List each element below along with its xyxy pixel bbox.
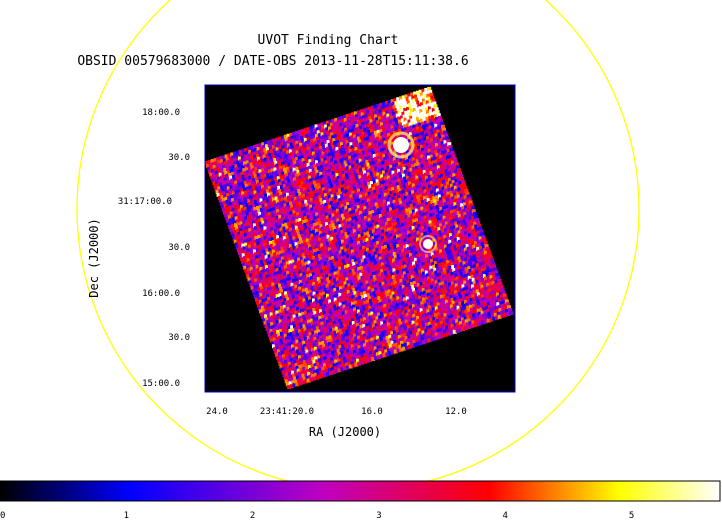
y-tick-label: 31:17:00.0 (118, 197, 172, 207)
colorbar-tick-label: 5 (629, 511, 634, 521)
y-tick-label: 15:00.0 (142, 379, 180, 389)
x-tick-label: 16.0 (361, 407, 383, 417)
y-axis-label: Dec (J2000) (87, 218, 101, 297)
x-tick-label: 12.0 (445, 407, 467, 417)
colorbar-tick-label: 3 (376, 511, 381, 521)
y-tick-label: 18:00.0 (142, 108, 180, 118)
x-tick-label: 24.0 (206, 407, 228, 417)
colorbar-tick-label: 2 (250, 511, 255, 521)
colorbar (0, 481, 720, 501)
chart-title: UVOT Finding Chart (258, 33, 399, 48)
colorbar-tick-label: 4 (503, 511, 508, 521)
bright-source (423, 239, 433, 249)
x-tick-label: 23:41:20.0 (260, 407, 314, 417)
colorbar-tick-labels: 0 1 2 3 4 5 (0, 511, 634, 521)
colorbar-tick-label: 1 (124, 511, 129, 521)
y-tick-label: 30.0 (168, 243, 190, 253)
bright-source (393, 137, 409, 153)
y-tick-label: 30.0 (168, 333, 190, 343)
chart-subtitle: OBSID 00579683000 / DATE-OBS 2013-11-28T… (77, 54, 468, 69)
x-axis-label: RA (J2000) (309, 425, 381, 439)
y-tick-label: 16:00.0 (142, 289, 180, 299)
colorbar-tick-label: 0 (0, 511, 5, 521)
x-tick-labels: 24.0 23:41:20.0 16.0 12.0 (206, 407, 467, 417)
y-tick-label: 30.0 (168, 153, 190, 163)
y-tick-labels: 18:00.0 30.0 31:17:00.0 30.0 16:00.0 30.0 15:0… (118, 108, 190, 389)
